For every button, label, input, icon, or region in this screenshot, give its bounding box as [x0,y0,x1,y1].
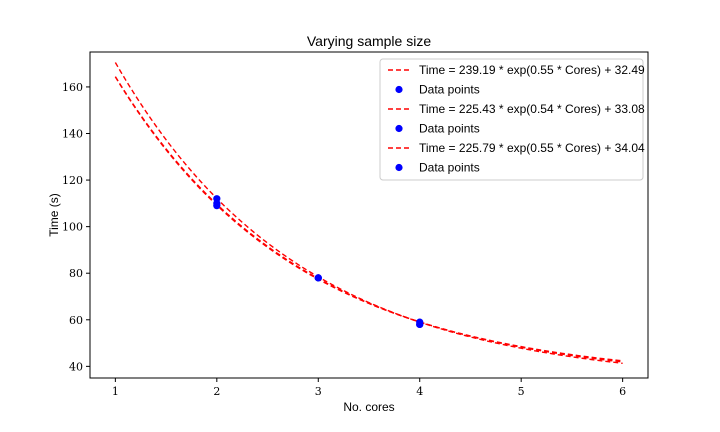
legend-entry: Time = 225.43 * exp(0.54 * Cores) + 33.0… [419,102,645,116]
plot-area [114,62,623,364]
y-axis-label: Time (s) [47,193,61,237]
legend-box [379,58,644,181]
data-point-3-2 [314,274,322,282]
y-tick-label: 100 [62,221,83,234]
legend-entry: Time = 239.19 * exp(0.55 * Cores) + 32.4… [419,63,645,77]
legend-entry: Time = 225.79 * exp(0.55 * Cores) + 34.0… [419,141,645,155]
y-axis: 40 60 80 100 120 140 160 [62,81,90,373]
legend-point-swatch [395,124,403,133]
legend-entry: Data points [419,161,480,175]
chart-title: Varying sample size [307,33,431,49]
x-tick-label: 1 [112,385,119,398]
x-tick-label: 6 [619,385,626,398]
y-tick-label: 160 [62,81,83,94]
x-tick-label: 4 [416,385,423,398]
x-axis: 1 2 3 4 5 6 [112,378,626,398]
legend-point-swatch [395,85,403,94]
data-point-3-3 [416,320,424,329]
y-tick-label: 120 [62,174,83,187]
y-tick-label: 80 [69,267,83,280]
y-tick-label: 60 [69,314,83,327]
x-tick-label: 2 [213,385,220,398]
fit-line-3 [114,76,623,362]
axes-frame [89,51,649,379]
y-tick-label: 40 [69,360,83,373]
x-axis-label: No. cores [343,400,394,414]
legend-point-swatch [395,163,403,172]
legend: Time = 239.19 * exp(0.55 * Cores) + 32.4… [379,58,645,181]
x-tick-label: 3 [315,385,322,398]
data-point-3-1 [213,199,221,207]
y-tick-label: 140 [62,128,83,141]
x-tick-label: 5 [518,385,525,398]
legend-entry: Data points [419,122,480,136]
legend-entry: Data points [419,83,480,97]
